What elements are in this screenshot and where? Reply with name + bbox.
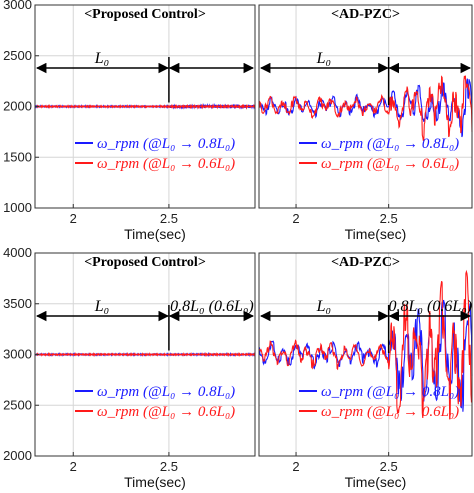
legend-entry: ω_rpm (@L₀ → 0.6L₀) bbox=[97, 156, 235, 172]
y-tick-label: 4000 bbox=[3, 245, 32, 260]
segment-label-after: 0.8L₀ (0.6L₀) bbox=[389, 298, 473, 315]
x-axis-label: Time(sec) bbox=[124, 474, 186, 490]
x-tick-label: 2 bbox=[292, 211, 299, 226]
x-axis-label: Time(sec) bbox=[124, 226, 186, 242]
legend-entry: ω_rpm (@L₀ → 0.8L₀) bbox=[321, 384, 459, 400]
panel-title: <AD-PZC> bbox=[331, 7, 400, 22]
legend-entry: ω_rpm (@L₀ → 0.8L₀) bbox=[97, 136, 235, 152]
x-tick-label: 2 bbox=[70, 459, 77, 474]
panel-title: <Proposed Control> bbox=[84, 7, 206, 22]
x-axis-label: Time(sec) bbox=[345, 226, 407, 242]
panel-title: <Proposed Control> bbox=[84, 255, 206, 270]
segment-label-after: 0.8L₀ (0.6L₀) bbox=[170, 298, 254, 315]
y-tick-label: 2000 bbox=[3, 99, 32, 114]
segment-label-before: L₀ bbox=[94, 50, 109, 67]
x-tick-label: 2 bbox=[70, 211, 77, 226]
legend-entry: ω_rpm (@L₀ → 0.8L₀) bbox=[97, 384, 235, 400]
y-tick-label: 3500 bbox=[3, 296, 32, 311]
segment-label-before: L₀ bbox=[94, 298, 109, 315]
series-line-2 bbox=[34, 351, 256, 358]
y-tick-label: 1000 bbox=[3, 200, 32, 215]
segment-label-before: L₀ bbox=[316, 50, 331, 67]
legend-entry: ω_rpm (@L₀ → 0.6L₀) bbox=[321, 156, 459, 172]
legend-entry: ω_rpm (@L₀ → 0.6L₀) bbox=[97, 404, 235, 420]
x-tick-label: 2.5 bbox=[160, 211, 178, 226]
y-tick-label: 1500 bbox=[3, 149, 32, 164]
x-tick-label: 2 bbox=[292, 459, 299, 474]
y-tick-label: 3000 bbox=[3, 347, 32, 362]
x-axis-label: Time(sec) bbox=[345, 474, 407, 490]
axes-frame bbox=[258, 252, 473, 457]
y-tick-label: 2500 bbox=[3, 48, 32, 63]
y-tick-label: 2000 bbox=[3, 448, 32, 463]
legend-entry: ω_rpm (@L₀ → 0.6L₀) bbox=[321, 404, 459, 420]
segment-label-before: L₀ bbox=[316, 298, 331, 315]
axes-frame bbox=[258, 4, 473, 209]
x-tick-label: 2.5 bbox=[380, 459, 398, 474]
y-tick-label: 3000 bbox=[3, 0, 32, 12]
y-tick-label: 2500 bbox=[3, 397, 32, 412]
series-line-1 bbox=[258, 299, 473, 412]
series-line-2 bbox=[34, 103, 256, 110]
x-tick-label: 2.5 bbox=[380, 211, 398, 226]
series-line-2 bbox=[258, 269, 473, 420]
legend-entry: ω_rpm (@L₀ → 0.8L₀) bbox=[321, 136, 459, 152]
series-line-2 bbox=[258, 75, 473, 142]
panel-title: <AD-PZC> bbox=[331, 255, 400, 270]
x-tick-label: 2.5 bbox=[160, 459, 178, 474]
